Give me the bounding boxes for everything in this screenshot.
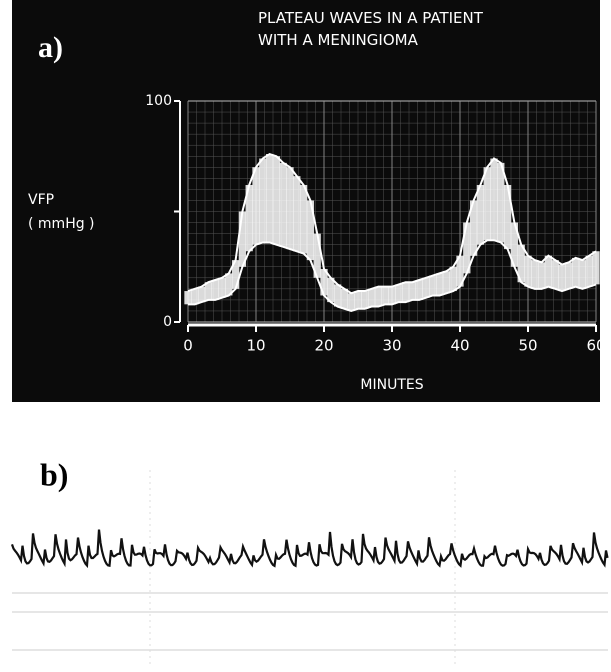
y-axis-label: VFP( mmHg ) [28, 192, 95, 232]
trace-line [187, 152, 597, 295]
waveform-trace [10, 529, 609, 569]
chart-b [10, 470, 609, 668]
x-tick-label: 30 [382, 337, 401, 355]
chart-title: PLATEAU WAVES IN A PATIENT WITH A MENINGI… [258, 9, 484, 49]
x-tick-label: 0 [183, 337, 193, 355]
x-tick-label: 20 [314, 337, 333, 355]
y-tick-label: 100 [145, 93, 172, 109]
chart-a: PLATEAU WAVES IN A PATIENT WITH A MENINGI… [28, 9, 606, 394]
trace-line [188, 239, 597, 313]
panel-label: a) [38, 31, 63, 64]
x-tick-label: 50 [518, 337, 537, 355]
x-axis-label: MINUTES [360, 377, 423, 393]
x-tick-label: 40 [450, 337, 469, 355]
x-tick-label: 10 [246, 337, 265, 355]
y-tick-label: 0 [163, 314, 172, 330]
panel-label: b) [40, 456, 68, 492]
x-tick-label: 60 [586, 337, 605, 355]
